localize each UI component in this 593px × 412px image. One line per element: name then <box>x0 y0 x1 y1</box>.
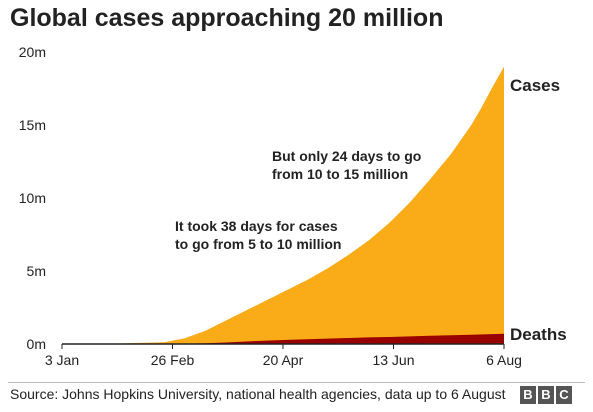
annotation-2-line-1: It took 38 days for cases <box>175 218 338 234</box>
x-tick-label-0: 3 Jan <box>45 352 79 368</box>
series-label-deaths: Deaths <box>510 325 567 344</box>
annotation-1-line-1: But only 24 days to go <box>272 148 421 164</box>
bbc-logo-letter-2: B <box>538 386 554 404</box>
chart-areas <box>62 66 504 344</box>
footer-divider <box>8 382 585 383</box>
chart-title: Global cases approaching 20 million <box>10 4 444 32</box>
y-tick-label-4: 20m <box>19 44 46 60</box>
bbc-logo-letter-3: C <box>556 386 572 404</box>
y-tick-label-2: 10m <box>19 190 46 206</box>
annotation-1: But only 24 days to go from 10 to 15 mill… <box>272 148 421 182</box>
source-note: Source: Johns Hopkins University, nation… <box>10 386 506 402</box>
area-cases <box>62 66 504 344</box>
y-axis: 0m 5m 10m 15m 20m <box>19 44 46 352</box>
x-tick-label-1: 26 Feb <box>151 352 195 368</box>
y-tick-label-0: 0m <box>27 336 46 352</box>
x-tick-label-4: 6 Aug <box>486 352 522 368</box>
y-tick-label-1: 5m <box>27 263 46 279</box>
bbc-logo-letter-1: B <box>520 386 536 404</box>
annotations: But only 24 days to go from 10 to 15 mill… <box>175 148 421 252</box>
x-tick-label-3: 13 Jun <box>372 352 414 368</box>
x-axis: 3 Jan 26 Feb 20 Apr 13 Jun 6 Aug <box>45 344 522 368</box>
annotation-2-line-2: to go from 5 to 10 million <box>175 236 341 252</box>
series-label-cases: Cases <box>510 76 560 95</box>
annotation-1-line-2: from 10 to 15 million <box>272 166 408 182</box>
annotation-2: It took 38 days for cases to go from 5 to… <box>175 218 341 252</box>
series-labels: Cases Deaths <box>510 76 567 344</box>
x-tick-label-2: 20 Apr <box>263 352 304 368</box>
bbc-logo: B B C <box>520 386 572 404</box>
area-deaths <box>62 333 504 344</box>
area-chart: 0m 5m 10m 15m 20m 3 Jan 26 Feb 20 Apr 13 Jun 6 A… <box>19 44 567 368</box>
y-tick-label-3: 15m <box>19 117 46 133</box>
